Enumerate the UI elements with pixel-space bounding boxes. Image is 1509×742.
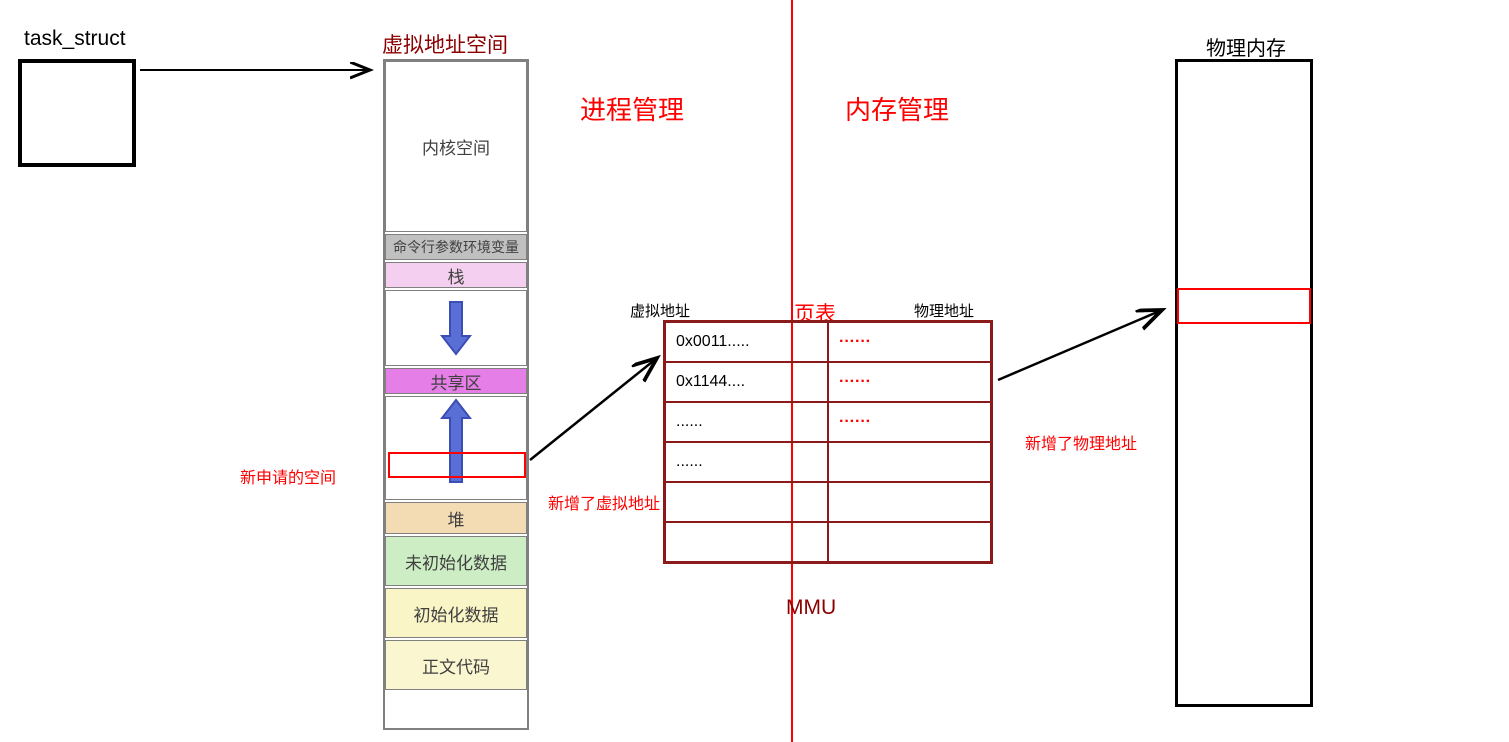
vas-seg-cmdline-label: 命令行参数环境变量 bbox=[393, 237, 519, 257]
vas-seg-stack: 栈 bbox=[385, 262, 527, 288]
vas-seg-cmdline: 命令行参数环境变量 bbox=[385, 234, 527, 260]
vas-seg-data-label: 初始化数据 bbox=[414, 601, 499, 626]
new-phys-label: 新增了物理地址 bbox=[1025, 430, 1137, 454]
page-table-row bbox=[666, 483, 990, 523]
memory-mgmt-label: 内存管理 bbox=[845, 90, 949, 127]
page-table: 0x0011.....······0x1144....······......·… bbox=[663, 320, 993, 564]
pt-virt-cell: ...... bbox=[666, 403, 829, 441]
new-virt-label: 新增了虚拟地址 bbox=[548, 490, 660, 514]
pt-phys-cell: ······ bbox=[829, 403, 990, 441]
page-table-row bbox=[666, 523, 990, 561]
process-mgmt-label: 进程管理 bbox=[580, 90, 684, 127]
pt-phys-cell bbox=[829, 443, 990, 481]
page-table-row: 0x1144....······ bbox=[666, 363, 990, 403]
stack-down-arrow-icon bbox=[440, 296, 472, 360]
vas-seg-kernel: 内核空间 bbox=[385, 61, 527, 232]
pt-virt-cell bbox=[666, 483, 829, 521]
vas-seg-heap: 堆 bbox=[385, 502, 527, 534]
vas-seg-text-label: 正文代码 bbox=[422, 653, 490, 678]
pt-phys-cell: ······ bbox=[829, 363, 990, 401]
page-table-row: 0x0011.....······ bbox=[666, 323, 990, 363]
mmu-label: MMU bbox=[786, 596, 836, 620]
vas-seg-bss: 未初始化数据 bbox=[385, 536, 527, 586]
pt-phys-cell bbox=[829, 483, 990, 521]
phys-mem-box bbox=[1175, 59, 1313, 707]
new-space-label: 新申请的空间 bbox=[240, 464, 336, 488]
phys-mem-title: 物理内存 bbox=[1206, 32, 1286, 61]
vas-seg-shared-label: 共享区 bbox=[431, 369, 482, 394]
vas-seg-data: 初始化数据 bbox=[385, 588, 527, 638]
vas-seg-shared: 共享区 bbox=[385, 368, 527, 394]
pt-phys-addr-label: 物理地址 bbox=[914, 300, 974, 321]
vas-seg-text: 正文代码 bbox=[385, 640, 527, 690]
pt-virt-addr-label: 虚拟地址 bbox=[630, 300, 690, 321]
page-table-row: ......······ bbox=[666, 403, 990, 443]
page-table-row: ...... bbox=[666, 443, 990, 483]
task-struct-label: task_struct bbox=[24, 27, 126, 51]
task-struct-box bbox=[18, 59, 136, 167]
pt-phys-cell: ······ bbox=[829, 323, 990, 361]
vas-seg-heap-label: 堆 bbox=[448, 506, 465, 531]
phys-mem-highlight bbox=[1177, 288, 1311, 324]
vas-seg-stack-label: 栈 bbox=[448, 263, 465, 288]
pt-virt-cell: 0x1144.... bbox=[666, 363, 829, 401]
pt-virt-cell: 0x0011..... bbox=[666, 323, 829, 361]
pt-virt-cell bbox=[666, 523, 829, 561]
pt-virt-cell: ...... bbox=[666, 443, 829, 481]
vas-title: 虚拟地址空间 bbox=[382, 29, 508, 59]
pt-phys-cell bbox=[829, 523, 990, 561]
vas-seg-kernel-label: 内核空间 bbox=[422, 134, 490, 159]
new-space-highlight bbox=[388, 452, 526, 478]
vas-seg-bss-label: 未初始化数据 bbox=[405, 549, 507, 574]
